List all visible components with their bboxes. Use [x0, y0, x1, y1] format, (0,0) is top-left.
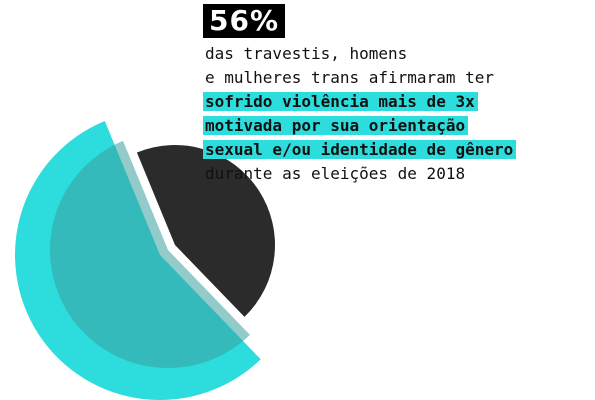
text: e mulheres trans afirmaram ter	[205, 68, 494, 87]
highlighted-text: motivada por sua orientação	[203, 116, 469, 135]
text-block: 56% das travestis, homens e mulheres tran…	[203, 4, 517, 186]
pie-slice-inner	[50, 140, 250, 369]
text-line: das travestis, homens	[203, 42, 516, 66]
text-line: sexual e/ou identidade de gênero	[203, 138, 517, 162]
text-line: durante as eleições de 2018	[203, 162, 516, 186]
pie-slice	[136, 144, 276, 317]
description: das travestis, homens e mulheres trans af…	[203, 42, 517, 186]
text: durante as eleições de 2018	[205, 164, 466, 183]
highlighted-text: sofrido violência mais de 3x	[203, 92, 478, 111]
highlighted-text: sexual e/ou identidade de gênero	[203, 140, 517, 159]
text: das travestis, homens	[205, 44, 408, 63]
headline-value: 56%	[203, 4, 286, 38]
text-line: motivada por sua orientação	[203, 114, 516, 138]
text-line: sofrido violência mais de 3x	[203, 90, 516, 114]
text-line: e mulheres trans afirmaram ter	[203, 66, 516, 90]
